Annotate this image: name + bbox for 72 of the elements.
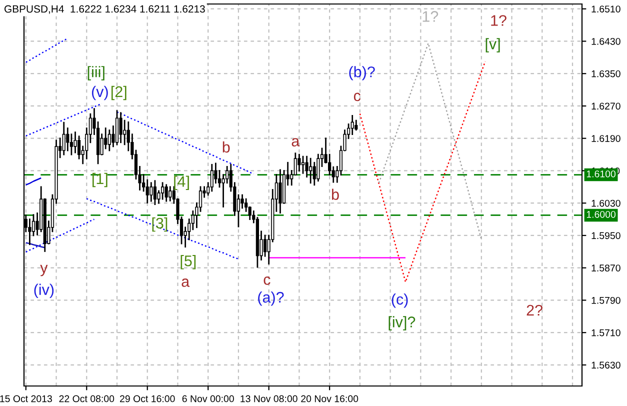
candlestick (62, 122, 66, 156)
candlestick (214, 162, 218, 184)
annotation: a (292, 138, 300, 146)
annotation: [3] (152, 217, 168, 232)
y-tick-label: 1.5710 (592, 329, 620, 336)
line-series (116, 111, 254, 175)
candlestick (263, 234, 267, 257)
y-tick-label: 1.6510 (592, 6, 620, 12)
annotation: b (222, 141, 230, 153)
candlestick (168, 186, 172, 202)
candlestick (312, 162, 316, 186)
annotation: 1? (491, 15, 506, 26)
annotation: [4] (174, 176, 189, 190)
candlestick (244, 198, 248, 212)
candlestick (119, 112, 122, 144)
annotation: a (182, 278, 190, 287)
candlestick (298, 154, 301, 172)
y-tick-label: 1.6030 (592, 200, 620, 207)
y-tick-label: 1.5630 (592, 362, 620, 369)
candlestick (278, 169, 282, 214)
line-series (25, 38, 68, 63)
annotation: (iv) (34, 284, 54, 298)
candlestick (74, 132, 77, 154)
candlestick (350, 114, 354, 135)
x-tick-label: 15 Oct 2013 (0, 395, 52, 402)
line-series (378, 42, 482, 240)
candlestick (150, 182, 153, 202)
candlestick (240, 194, 244, 209)
line-series (25, 218, 95, 253)
chart-title: GBPUSD,H4 1.6222 1.6234 1.6211 1.6213 (4, 5, 205, 14)
y-tick-label: 1.6350 (592, 70, 620, 78)
candlestick (108, 130, 111, 152)
y-tick-label: 1.5950 (592, 232, 620, 240)
annotation: [iv]? (388, 316, 416, 330)
y-tick-label: 1.6190 (592, 135, 620, 142)
annotation: 2? (526, 304, 542, 316)
annotation: y (40, 264, 48, 276)
annotation: c (264, 276, 270, 285)
candlestick (309, 158, 312, 184)
ref-line-label: 1.6000 (586, 210, 616, 218)
annotation: (v) (92, 86, 108, 100)
annotation: [1] (92, 172, 108, 188)
candlestick (160, 182, 164, 200)
candlestick (164, 184, 168, 202)
y-tick-label: 1.5790 (592, 296, 620, 304)
y-tick-label: 1.5870 (592, 264, 620, 272)
candlestick (123, 120, 126, 146)
annotation: (c) (392, 293, 408, 308)
annotation: [iii] (88, 66, 104, 80)
x-tick-label: 6 Nov 00:00 (182, 395, 234, 402)
annotation: c (354, 92, 361, 102)
y-tick-label: 1.6270 (592, 102, 620, 110)
line-series (25, 177, 42, 186)
candlestick (301, 156, 305, 174)
annotation: [v] (486, 38, 500, 52)
x-tick-label: 22 Oct 08:00 (59, 395, 114, 402)
annotation: 1? (422, 11, 438, 22)
x-tick-label: 20 Nov 16:00 (301, 395, 358, 402)
candlestick (210, 164, 214, 192)
annotation: b (332, 188, 339, 200)
x-tick-label: 29 Oct 16:00 (120, 395, 175, 402)
annotation: (a)? (258, 291, 284, 306)
y-tick-label: 1.6430 (592, 38, 620, 45)
x-tick-label: 13 Nov 08:00 (240, 395, 298, 402)
annotation: [5] (180, 255, 196, 270)
candlestick (153, 180, 157, 205)
annotation: [2] (111, 86, 126, 100)
annotation: (b)? (349, 66, 375, 80)
candlestick (28, 218, 32, 246)
candlestick (66, 128, 70, 152)
line-series (25, 102, 102, 137)
candlestick (316, 154, 320, 182)
